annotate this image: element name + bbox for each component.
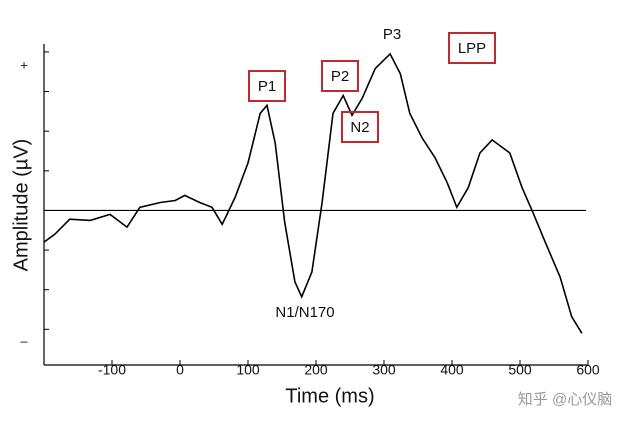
y-axis-label: Amplitude (µV) <box>10 139 32 272</box>
annotation: P2 <box>331 68 349 85</box>
x-tick-label: 500 <box>508 362 532 378</box>
annotation-box <box>321 60 359 92</box>
annotation: N2 <box>350 119 369 136</box>
line-series <box>43 52 583 334</box>
x-tick-label: 300 <box>372 362 396 378</box>
annotation-box <box>248 70 286 102</box>
annotation-box <box>341 111 379 143</box>
annotation: LPP <box>458 40 486 57</box>
y-neg-label: – <box>20 333 28 348</box>
annotation: P3 <box>383 26 401 43</box>
y-pos-label: + <box>20 57 28 72</box>
x-axis-label: Time (ms) <box>285 385 374 407</box>
annotation: P1 <box>258 78 276 95</box>
x-tick-label: 100 <box>236 362 260 378</box>
x-tick-label: 400 <box>440 362 464 378</box>
x-tick-label: 0 <box>176 362 184 378</box>
x-tick-label: 600 <box>576 362 600 378</box>
x-tick-label: 200 <box>304 362 328 378</box>
annotation-box <box>448 32 496 64</box>
watermark: 知乎 @心仪脑 <box>518 391 612 408</box>
annotation: N1/N170 <box>275 304 334 321</box>
x-tick-label: -100 <box>98 362 126 378</box>
